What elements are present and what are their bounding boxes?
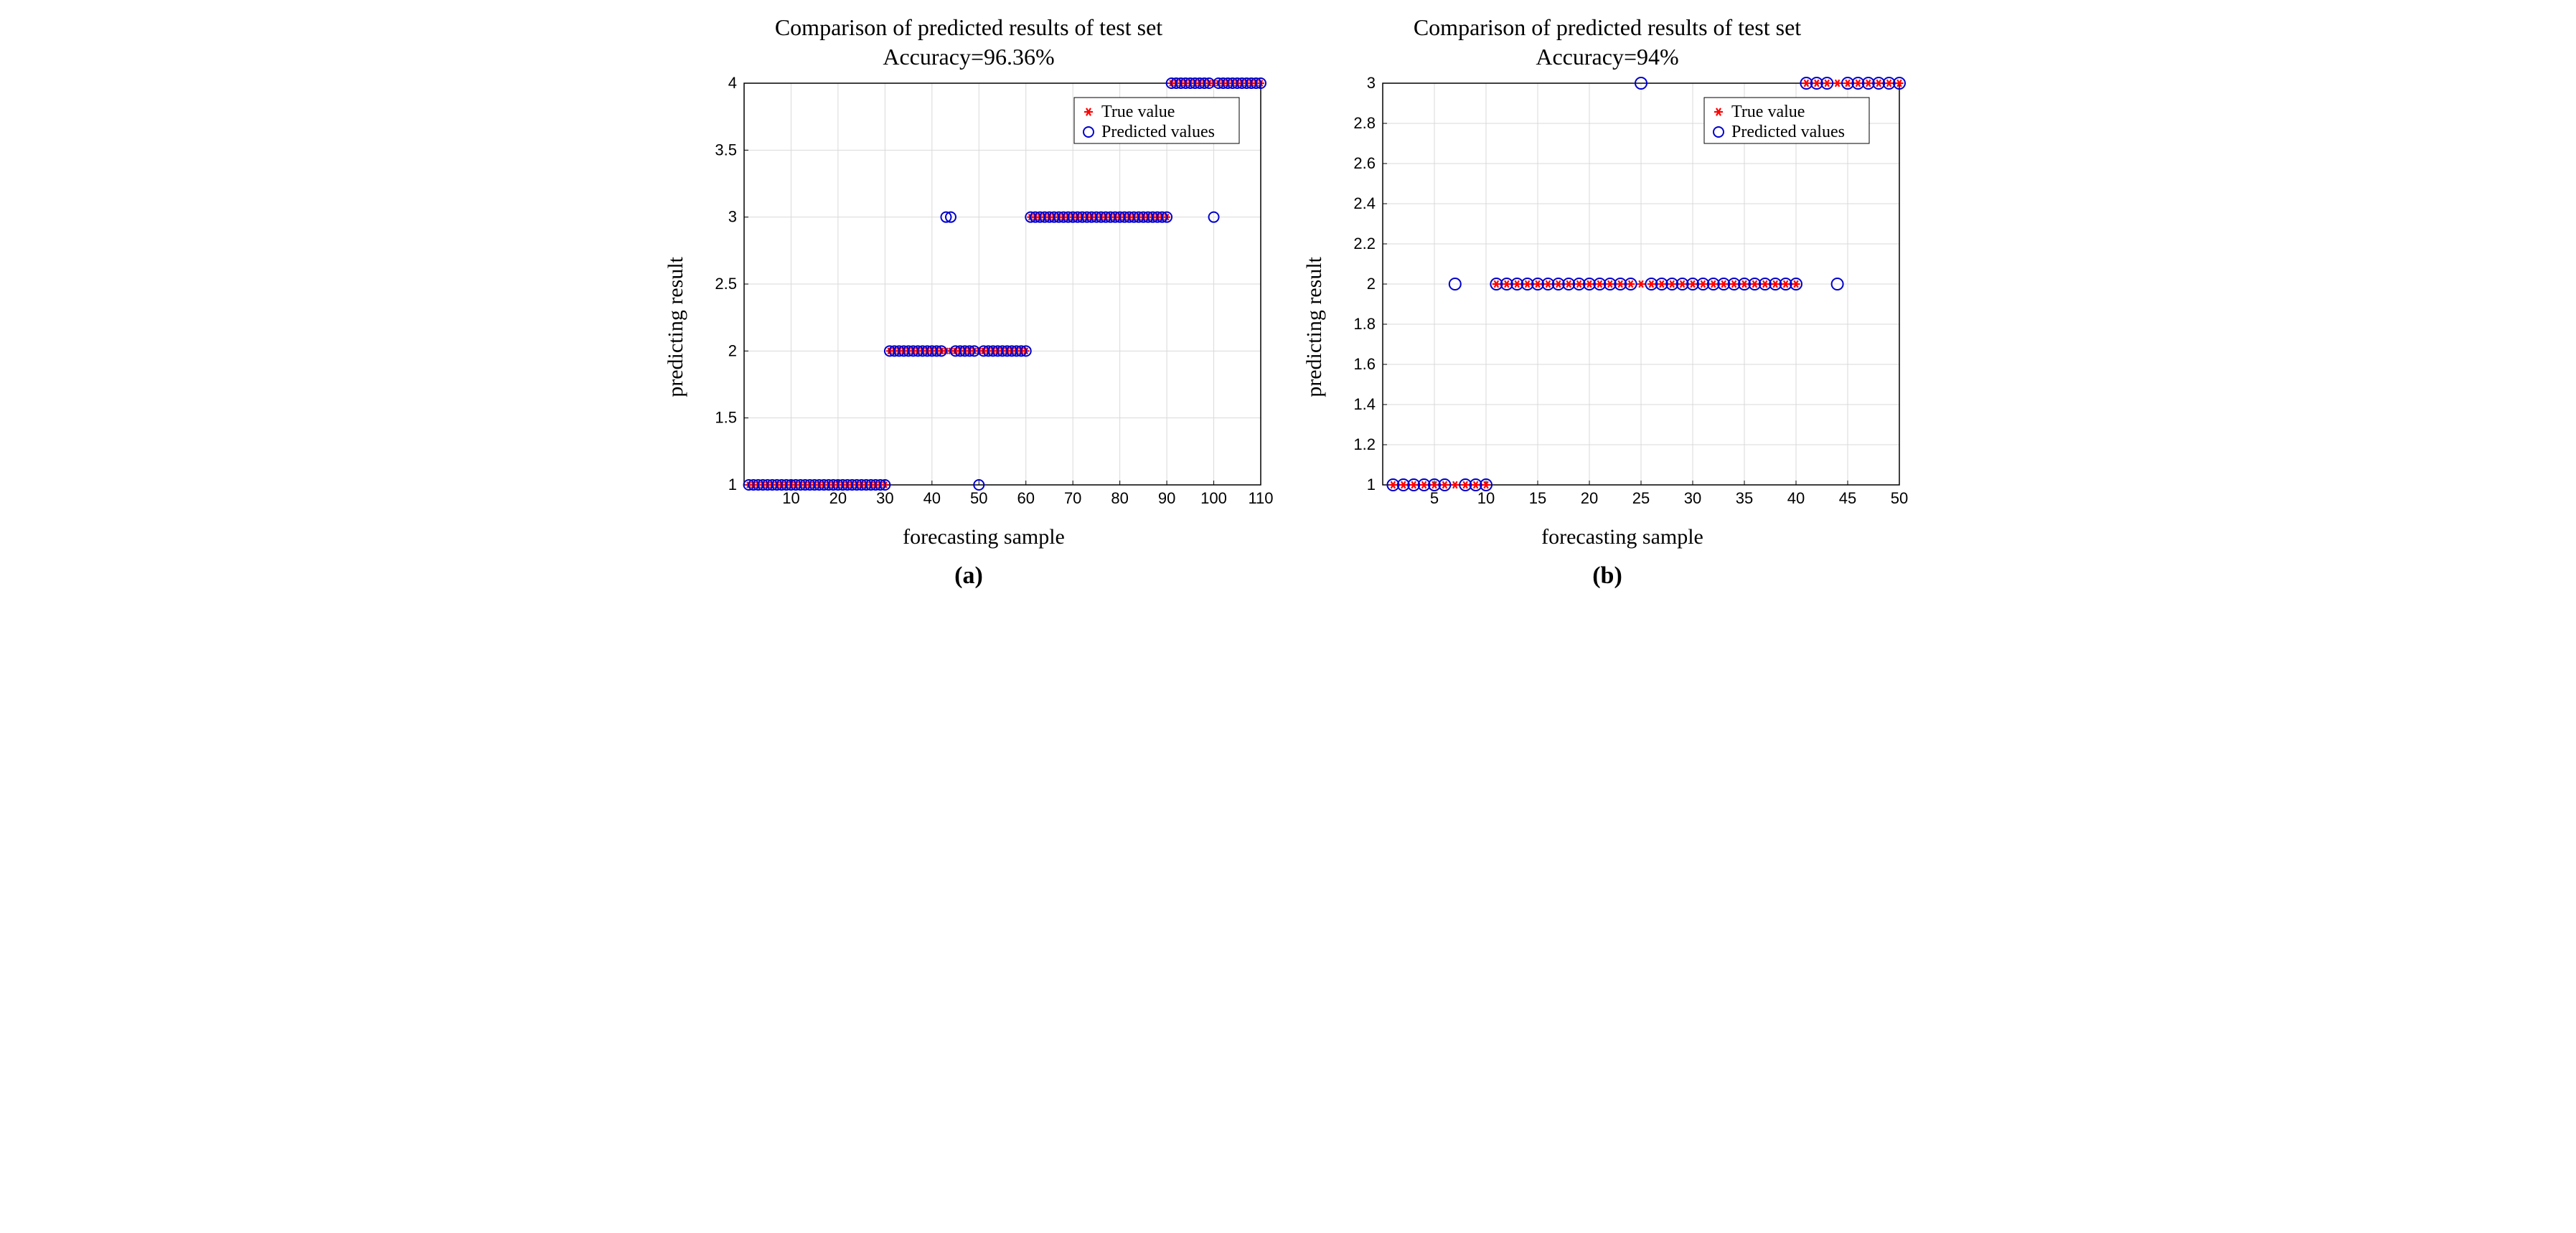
svg-text:True value: True value bbox=[1101, 103, 1175, 121]
svg-text:80: 80 bbox=[1111, 489, 1128, 507]
caption-a: (a) bbox=[954, 562, 983, 590]
svg-text:3: 3 bbox=[728, 208, 737, 226]
svg-text:2.8: 2.8 bbox=[1353, 114, 1376, 132]
svg-text:1.5: 1.5 bbox=[715, 409, 737, 427]
svg-text:40: 40 bbox=[923, 489, 941, 507]
xlabel-a: forecasting sample bbox=[694, 525, 1274, 549]
title-b-line2: Accuracy=94% bbox=[1302, 44, 1912, 70]
svg-text:2.5: 2.5 bbox=[715, 275, 737, 293]
svg-text:40: 40 bbox=[1787, 489, 1805, 507]
svg-text:Predicted values: Predicted values bbox=[1731, 123, 1845, 141]
svg-text:60: 60 bbox=[1017, 489, 1034, 507]
title-b-line1: Comparison of predicted results of test … bbox=[1302, 14, 1912, 41]
svg-text:2.6: 2.6 bbox=[1353, 154, 1376, 172]
ylabel-a: predicting result bbox=[664, 228, 688, 397]
svg-text:10: 10 bbox=[782, 489, 799, 507]
svg-text:2.2: 2.2 bbox=[1353, 235, 1376, 252]
svg-text:90: 90 bbox=[1158, 489, 1175, 507]
title-a-line2: Accuracy=96.36% bbox=[664, 44, 1274, 70]
svg-text:4: 4 bbox=[728, 76, 737, 92]
svg-text:1.6: 1.6 bbox=[1353, 355, 1376, 373]
svg-text:10: 10 bbox=[1477, 489, 1495, 507]
svg-text:2: 2 bbox=[1367, 275, 1376, 293]
svg-text:20: 20 bbox=[1581, 489, 1598, 507]
svg-text:50: 50 bbox=[970, 489, 987, 507]
svg-text:1.4: 1.4 bbox=[1353, 395, 1376, 413]
ylabel-b: predicting result bbox=[1302, 228, 1327, 397]
svg-text:Predicted values: Predicted values bbox=[1101, 123, 1215, 141]
svg-text:1.8: 1.8 bbox=[1353, 315, 1376, 333]
xlabel-b: forecasting sample bbox=[1332, 525, 1912, 549]
svg-text:20: 20 bbox=[829, 489, 847, 507]
panel-a: Comparison of predicted results of test … bbox=[664, 14, 1274, 590]
svg-text:True value: True value bbox=[1731, 103, 1805, 121]
svg-text:30: 30 bbox=[1684, 489, 1701, 507]
svg-text:2.4: 2.4 bbox=[1353, 194, 1376, 212]
svg-text:25: 25 bbox=[1632, 489, 1650, 507]
svg-text:30: 30 bbox=[876, 489, 893, 507]
chart-b-svg: 5 10 15 20 25 30 35 40 45 50 1 1.2 1.4 1.6 1.8 2 2.2 2.4 2… bbox=[1332, 76, 1912, 521]
caption-b: (b) bbox=[1592, 562, 1622, 590]
svg-text:2: 2 bbox=[728, 341, 737, 359]
svg-text:3: 3 bbox=[1367, 76, 1376, 92]
title-a-line1: Comparison of predicted results of test … bbox=[664, 14, 1274, 41]
svg-text:1.2: 1.2 bbox=[1353, 435, 1376, 453]
svg-text:70: 70 bbox=[1064, 489, 1081, 507]
svg-text:110: 110 bbox=[1248, 489, 1273, 507]
chart-pair: Comparison of predicted results of test … bbox=[14, 14, 2562, 590]
panel-b: Comparison of predicted results of test … bbox=[1302, 14, 1912, 590]
svg-text:50: 50 bbox=[1891, 489, 1908, 507]
svg-text:1: 1 bbox=[728, 476, 737, 493]
svg-text:1: 1 bbox=[1367, 476, 1376, 493]
svg-text:45: 45 bbox=[1839, 489, 1856, 507]
svg-text:35: 35 bbox=[1736, 489, 1753, 507]
svg-text:100: 100 bbox=[1200, 489, 1227, 507]
svg-text:3.5: 3.5 bbox=[715, 141, 737, 159]
chart-a-svg: 10 20 30 40 50 60 70 80 90 100 110 1 1.5 2 2.5 3 3.5 4 Tru… bbox=[694, 76, 1274, 521]
svg-text:5: 5 bbox=[1430, 489, 1439, 507]
svg-text:15: 15 bbox=[1529, 489, 1546, 507]
